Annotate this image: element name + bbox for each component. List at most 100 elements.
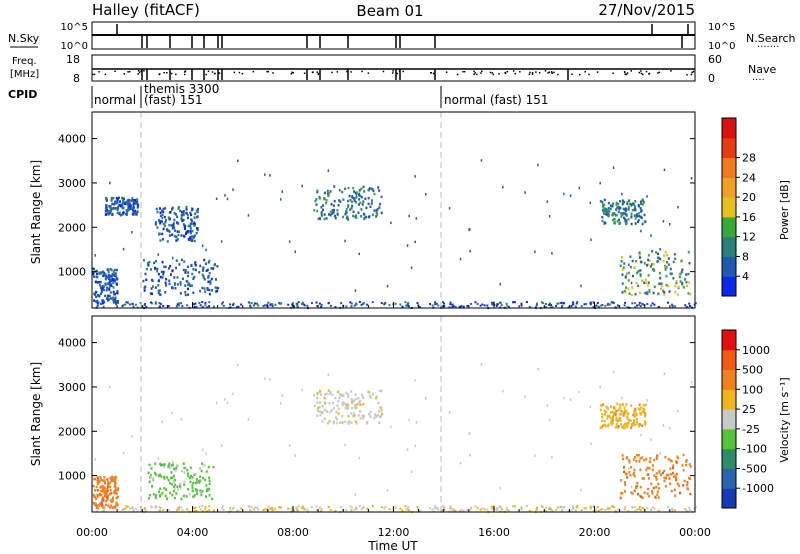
data-cell bbox=[97, 478, 100, 482]
data-cell bbox=[688, 302, 691, 305]
data-cell bbox=[415, 217, 418, 220]
data-cell bbox=[674, 494, 677, 497]
data-cell bbox=[347, 404, 350, 407]
data-cell bbox=[595, 304, 598, 307]
data-cell bbox=[148, 260, 151, 264]
data-cell bbox=[405, 304, 408, 307]
data-cell bbox=[659, 248, 661, 251]
data-cell bbox=[650, 234, 652, 237]
data-cell bbox=[366, 420, 369, 424]
data-cell bbox=[338, 199, 341, 202]
data-cell bbox=[186, 468, 189, 472]
data-cell bbox=[132, 509, 135, 512]
data-cell bbox=[674, 305, 677, 308]
data-cell bbox=[189, 227, 192, 230]
data-cell bbox=[209, 282, 212, 285]
data-cell bbox=[161, 491, 164, 495]
data-cell bbox=[658, 282, 661, 286]
nave-point bbox=[184, 70, 187, 72]
data-cell bbox=[155, 207, 158, 211]
data-cell bbox=[633, 475, 636, 478]
nave-point bbox=[473, 70, 475, 73]
data-cell bbox=[378, 189, 381, 192]
data-cell bbox=[615, 201, 618, 205]
data-cell bbox=[315, 198, 318, 201]
data-cell bbox=[627, 279, 630, 282]
data-cell bbox=[252, 304, 255, 307]
data-cell bbox=[685, 463, 688, 467]
data-cell bbox=[604, 209, 607, 213]
data-cell bbox=[105, 275, 108, 278]
data-cell bbox=[103, 505, 106, 509]
nave-tick-top: 60 bbox=[708, 53, 722, 66]
data-cell bbox=[174, 283, 176, 287]
nave-point bbox=[170, 72, 173, 75]
data-cell bbox=[630, 212, 633, 216]
data-cell bbox=[605, 405, 608, 409]
velocity-ylabel: Slant Range [km] bbox=[29, 362, 43, 466]
data-cell bbox=[117, 204, 120, 207]
data-cell bbox=[617, 206, 620, 209]
data-cell bbox=[375, 215, 378, 218]
data-cell bbox=[281, 394, 283, 397]
data-cell bbox=[201, 300, 204, 303]
data-cell bbox=[632, 413, 635, 417]
data-cell bbox=[106, 478, 109, 481]
data-cell bbox=[114, 207, 117, 210]
nave-point bbox=[504, 71, 506, 74]
data-cell bbox=[659, 452, 661, 455]
data-cell bbox=[160, 220, 163, 223]
data-cell bbox=[664, 455, 667, 459]
x-tick-label: 20:00 bbox=[579, 526, 611, 539]
data-cell bbox=[264, 173, 266, 176]
data-cell bbox=[123, 202, 126, 206]
data-cell bbox=[110, 199, 113, 202]
data-cell bbox=[637, 204, 640, 208]
data-cell bbox=[479, 304, 482, 307]
data-cell bbox=[352, 412, 355, 415]
nave-point bbox=[175, 73, 177, 76]
data-cell bbox=[318, 195, 321, 199]
data-cell bbox=[671, 466, 674, 470]
data-cell bbox=[107, 270, 110, 274]
data-cell bbox=[168, 217, 171, 221]
data-cell bbox=[386, 488, 389, 492]
data-cell bbox=[622, 412, 625, 415]
data-cell bbox=[681, 268, 684, 272]
data-cell bbox=[161, 276, 164, 279]
nave-point bbox=[512, 70, 515, 72]
data-cell bbox=[193, 221, 196, 225]
data-cell bbox=[94, 292, 97, 295]
data-cell bbox=[362, 200, 365, 203]
data-cell bbox=[633, 302, 636, 305]
data-cell bbox=[675, 478, 678, 482]
data-cell bbox=[380, 506, 383, 509]
data-cell bbox=[151, 484, 154, 488]
data-cell bbox=[612, 202, 615, 205]
data-cell bbox=[150, 292, 153, 296]
data-cell bbox=[174, 282, 177, 285]
data-cell bbox=[601, 416, 604, 419]
data-cell bbox=[608, 415, 611, 418]
data-cell bbox=[635, 213, 638, 216]
data-cell bbox=[326, 192, 329, 195]
nave-point bbox=[462, 70, 464, 73]
data-cell bbox=[207, 261, 210, 264]
data-cell bbox=[629, 473, 632, 477]
data-cell bbox=[574, 305, 577, 308]
data-cell bbox=[685, 306, 688, 309]
data-cell bbox=[175, 235, 178, 239]
nave-point bbox=[551, 72, 553, 74]
data-cell bbox=[639, 200, 642, 203]
data-cell bbox=[157, 289, 160, 293]
data-cell bbox=[359, 201, 362, 204]
nave-point bbox=[445, 71, 448, 73]
data-cell bbox=[105, 288, 108, 292]
data-cell bbox=[158, 302, 161, 305]
data-cell bbox=[189, 480, 192, 484]
nave-point bbox=[241, 72, 244, 75]
data-cell bbox=[193, 275, 196, 279]
nave-point bbox=[640, 72, 643, 75]
data-cell bbox=[332, 407, 335, 410]
data-cell bbox=[520, 506, 523, 509]
